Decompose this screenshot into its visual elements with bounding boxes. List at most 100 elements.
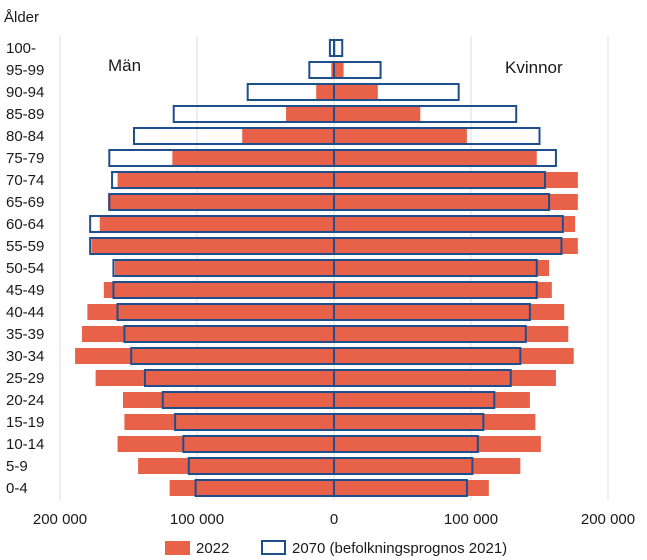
bar-2022-women-85-89 [334,106,421,122]
category-label: 10-14 [6,436,44,453]
category-label: 15-19 [6,414,44,431]
x-tick-label: 200 000 [33,511,87,528]
bar-2022-men-85-89 [286,106,334,122]
category-label: 75-79 [6,150,44,167]
bar-2022-women-0-4 [334,480,489,496]
bar-2070-women-55-59 [333,237,563,255]
bar-2022-women-50-54 [334,260,550,276]
bar-2022-men-5-9 [138,458,334,474]
annotation-women: Kvinnor [505,58,563,77]
bar-2070-women-0-4 [333,479,468,497]
bar-2022-women-80-84 [334,128,467,144]
bar-2070-women-5-9 [333,457,474,475]
category-label: 25-29 [6,370,44,387]
bar-2070-women-10-14 [333,435,479,453]
bar-2022-men-40-44 [87,304,335,320]
bar-2022-men-70-74 [117,172,334,188]
bar-2022-men-25-29 [95,370,335,386]
legend-label-2070: 2070 (befolkningsprognos 2021) [292,540,507,557]
x-tick-label: 100 000 [444,511,498,528]
bar-2022-men-90-94 [316,84,334,100]
category-label: 50-54 [6,260,44,277]
bar-2070-women-85-89 [333,105,518,123]
bar-2022-women-10-14 [334,436,541,452]
category-label: 90-94 [6,84,44,101]
bar-2022-men-30-34 [75,348,334,364]
bar-2022-men-55-59 [91,238,334,254]
bar-2022-women-15-19 [334,414,536,430]
bar-2070-women-30-34 [333,347,522,365]
bar-2022-women-75-79 [334,150,537,166]
category-label: 5-9 [6,458,28,475]
bar-2022-women-65-69 [334,194,578,210]
bar-2070-women-95-99 [333,61,382,79]
x-tick-label: 0 [330,511,338,528]
bars [75,39,578,497]
bar-2070-women-15-19 [333,413,485,431]
category-label: 65-69 [6,194,44,211]
bar-2070-women-65-69 [333,193,551,211]
bar-2070-women-100- [333,39,344,57]
x-tick-label: 200 000 [581,511,635,528]
category-label: 0-4 [6,480,28,497]
bar-2022-women-30-34 [334,348,574,364]
x-tick-labels: 200 000 100 000 0 100 000 200 000 [33,511,635,528]
category-label: 80-84 [6,128,44,145]
category-label: 100- [6,40,36,57]
legend-swatch-2070 [261,540,286,555]
bar-2022-men-10-14 [117,436,334,452]
bar-2022-men-95-99 [331,62,334,78]
bar-2022-women-95-99 [334,62,344,78]
bar-2022-men-50-54 [114,260,334,276]
bar-2070-women-45-49 [333,281,538,299]
annotation-men: Män [108,56,141,75]
bar-2022-women-35-39 [334,326,569,342]
category-labels: 100- 95-99 90-94 85-89 80-84 75-79 70-74 65-69 6… [6,40,44,497]
category-label: 55-59 [6,238,44,255]
category-label: 60-64 [6,216,44,233]
bar-2022-men-15-19 [124,414,334,430]
y-axis-label: Ålder [4,9,39,26]
bar-2070-women-80-84 [333,127,541,145]
legend-swatch-2022 [165,541,190,555]
bar-2070-women-25-29 [333,369,512,387]
category-label: 95-99 [6,62,44,79]
bar-2022-men-60-64 [99,216,334,232]
category-label: 85-89 [6,106,44,123]
bar-2022-men-75-79 [172,150,334,166]
bar-2022-men-20-24 [123,392,335,408]
bar-2070-women-40-44 [333,303,531,321]
bar-2070-women-70-74 [333,171,546,189]
category-label: 35-39 [6,326,44,343]
bar-2070-women-35-39 [333,325,527,343]
bar-2022-men-80-84 [242,128,334,144]
x-tick-label: 100 000 [170,511,224,528]
bar-2070-women-20-24 [333,391,496,409]
category-label: 45-49 [6,282,44,299]
bar-2070-women-50-54 [333,259,538,277]
bar-2022-women-20-24 [334,392,530,408]
category-label: 70-74 [6,172,44,189]
bar-2070-women-60-64 [333,215,564,233]
bar-2022-women-25-29 [334,370,556,386]
bar-2022-men-35-39 [81,326,334,342]
labels: Ålder Män Kvinnor [4,9,563,77]
bar-2022-men-65-69 [107,194,334,210]
category-label: 20-24 [6,392,44,409]
bar-2022-women-70-74 [334,172,578,188]
bar-2022-women-45-49 [334,282,552,298]
bar-2022-women-60-64 [334,216,576,232]
bar-2070-women-75-79 [333,149,557,167]
bar-2070-women-90-94 [333,83,460,101]
bar-2022-women-55-59 [334,238,578,254]
bar-2022-men-45-49 [103,282,334,298]
bar-2070-men-95-99 [308,61,335,79]
bar-2022-women-90-94 [334,84,378,100]
bar-2022-men-0-4 [169,480,334,496]
bar-2022-women-5-9 [334,458,521,474]
category-label: 30-34 [6,348,44,365]
bar-2022-women-40-44 [334,304,565,320]
legend-label-2022: 2022 [196,540,229,557]
legend: 2022 2070 (befolkningsprognos 2021) [165,540,507,557]
